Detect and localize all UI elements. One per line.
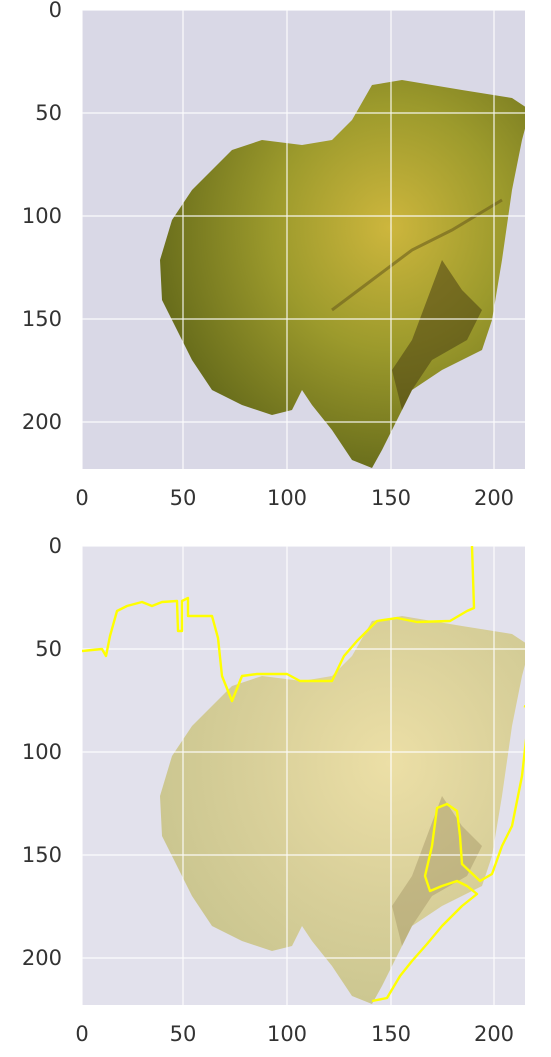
bottom-x-tick-150: 150 [370, 1022, 412, 1046]
bottom-image-plot [82, 546, 525, 1005]
leaf-shape-washed [160, 616, 525, 1004]
segmentation-contour-upper [82, 546, 476, 703]
leaf-dark-vein [392, 260, 482, 410]
leaf-crease [331, 198, 503, 312]
top-x-tick-50: 50 [169, 486, 197, 510]
top-y-tick-200: 200 [21, 410, 62, 434]
grid-lines [82, 10, 525, 469]
bottom-y-tick-200: 200 [21, 946, 62, 970]
leaf-shape [160, 80, 525, 468]
bottom-x-tick-50: 50 [169, 1022, 197, 1046]
bottom-x-tick-100: 100 [266, 1022, 308, 1046]
top-x-tick-100: 100 [266, 486, 308, 510]
top-x-tick-0: 0 [75, 486, 89, 510]
top-y-tick-50: 50 [35, 101, 62, 125]
bottom-y-tick-0: 0 [48, 534, 62, 558]
top-y-tick-0: 0 [48, 0, 62, 22]
bottom-x-tick-200: 200 [473, 1022, 515, 1046]
segmentation-contour-right [371, 704, 525, 1003]
top-x-tick-200: 200 [473, 486, 515, 510]
top-image-plot [82, 10, 525, 469]
bottom-y-tick-100: 100 [21, 740, 62, 764]
bottom-y-tick-150: 150 [21, 843, 62, 867]
top-x-tick-150: 150 [370, 486, 412, 510]
bottom-y-tick-50: 50 [35, 637, 62, 661]
top-y-tick-100: 100 [21, 204, 62, 228]
bottom-image-panel [82, 546, 525, 1005]
top-image-panel [82, 10, 525, 469]
top-y-tick-150: 150 [21, 307, 62, 331]
bottom-x-tick-0: 0 [75, 1022, 89, 1046]
